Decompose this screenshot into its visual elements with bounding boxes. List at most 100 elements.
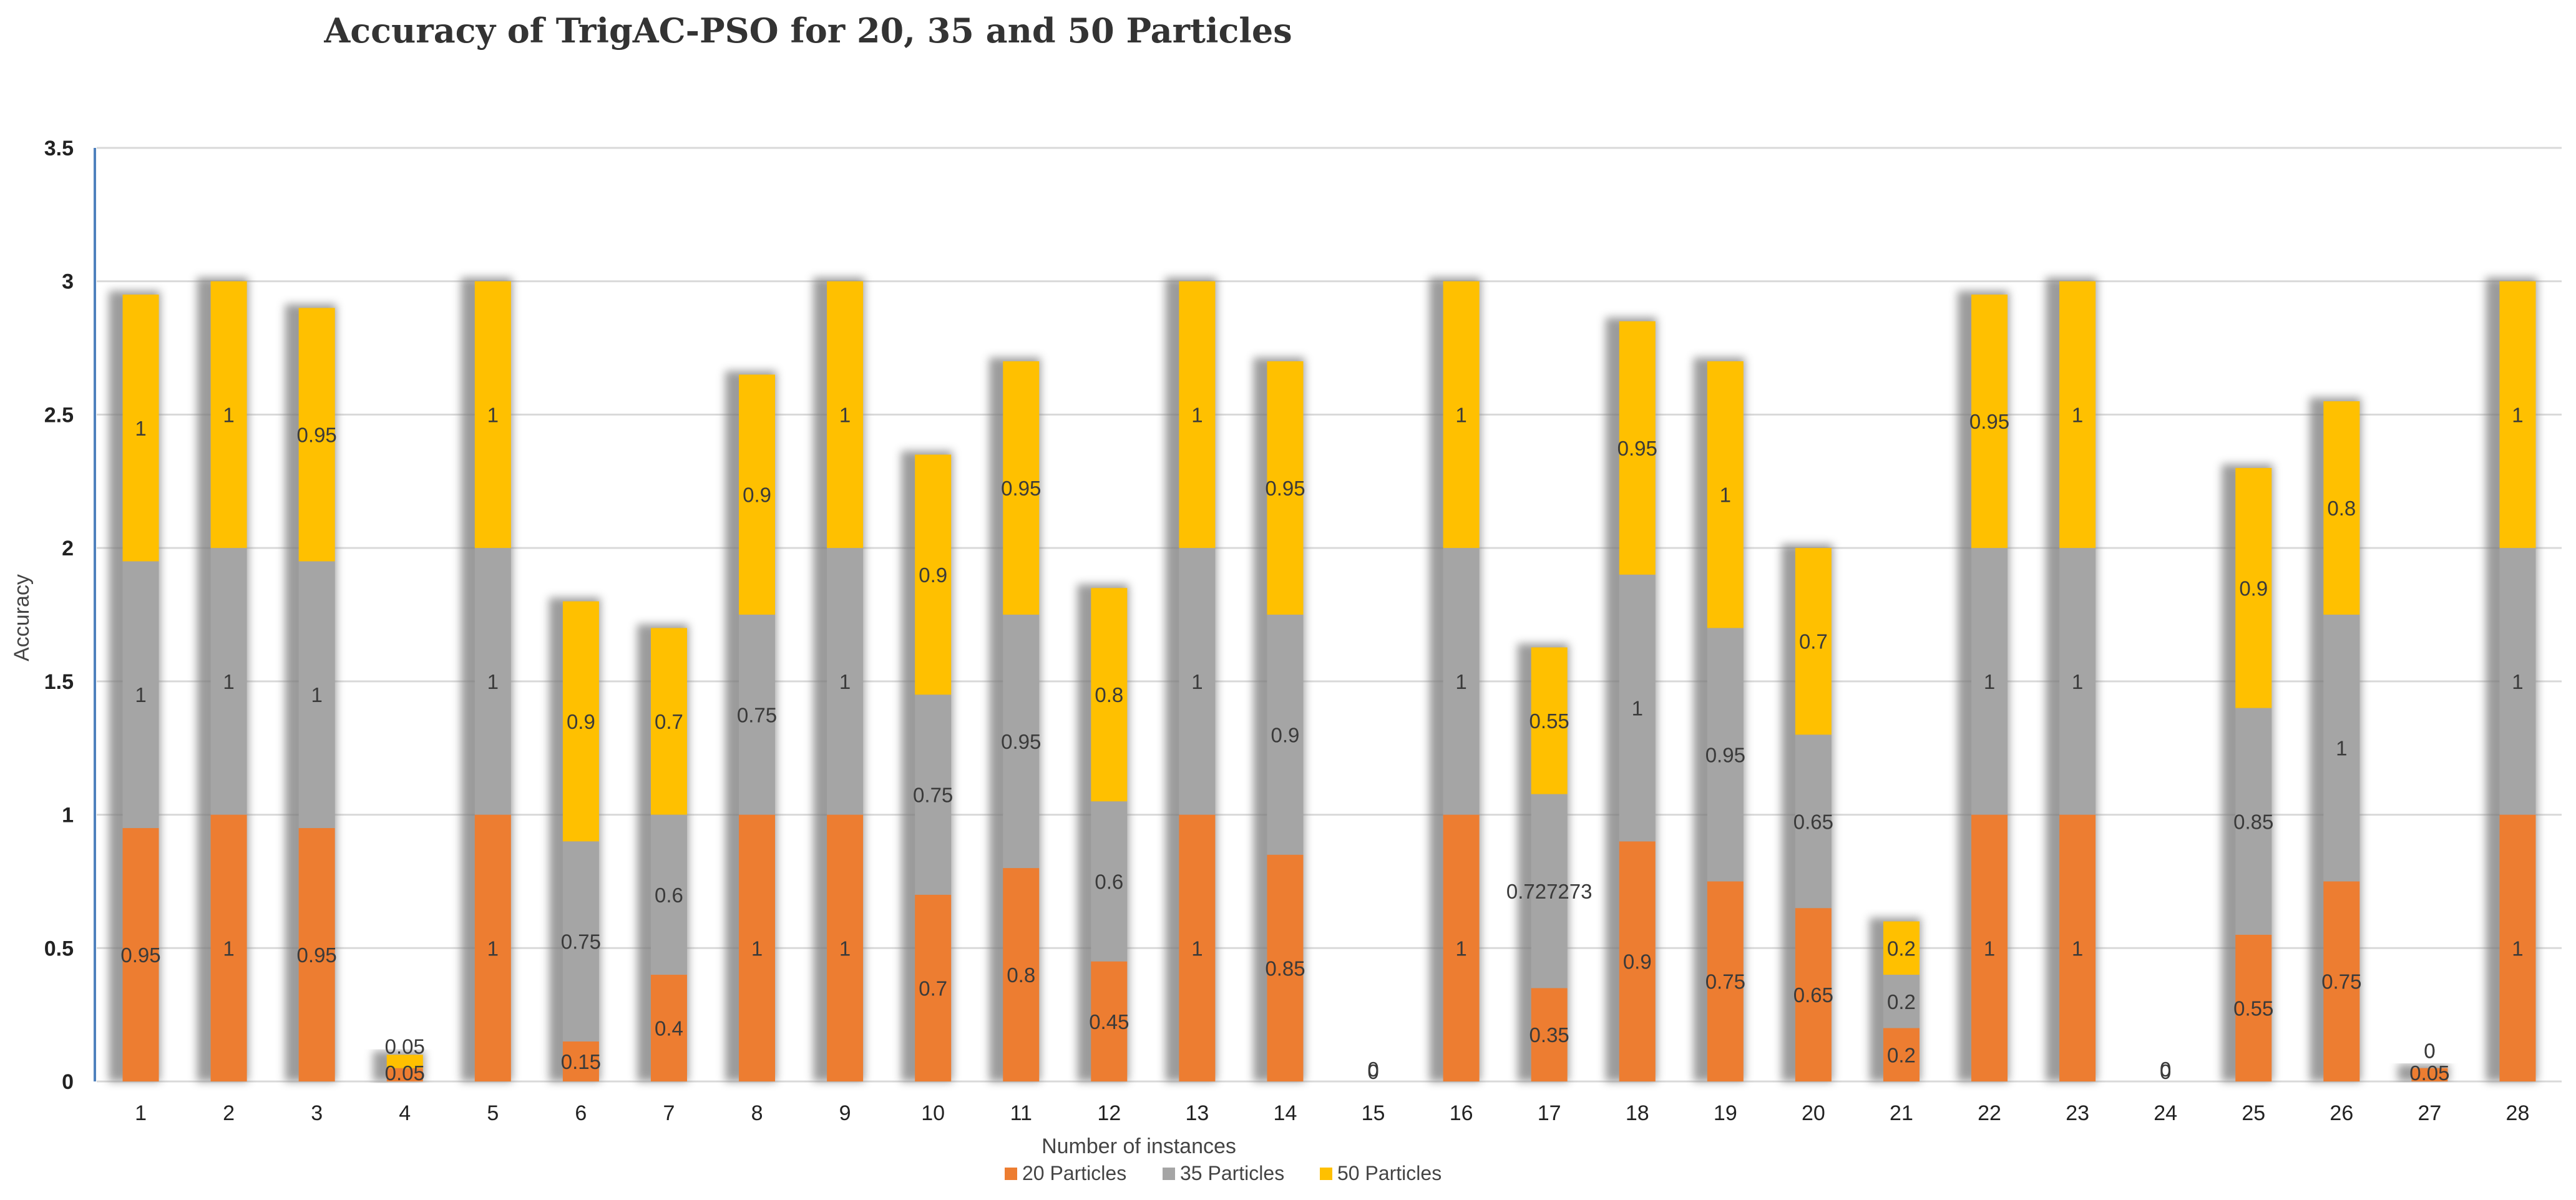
bar-segment <box>122 295 159 562</box>
bar-segment <box>1091 588 1128 802</box>
bar-segment <box>1707 881 1744 1081</box>
data-label: 0.75 <box>1705 970 1745 993</box>
x-tick-label: 9 <box>839 1101 851 1125</box>
data-label: 1 <box>1455 670 1466 693</box>
legend: 20 Particles 35 Particles 50 Particles <box>1005 1162 1442 1184</box>
data-label: 1 <box>1632 697 1643 720</box>
data-label: 1 <box>2072 670 2083 693</box>
data-label: 0.8 <box>2327 497 2356 520</box>
x-tick-label: 11 <box>1010 1101 1032 1125</box>
y-tick-label: 3.5 <box>44 137 74 160</box>
legend-label: 20 Particles <box>1022 1162 1126 1184</box>
bar-segment <box>650 814 687 975</box>
bar-segment <box>2059 281 2096 549</box>
y-tick-label: 1 <box>62 804 74 827</box>
bar-segment <box>1179 814 1216 1081</box>
data-label: 1 <box>223 403 234 426</box>
data-label: 0.6 <box>655 884 683 907</box>
data-label: 0.8 <box>1095 683 1123 706</box>
data-label: 0.95 <box>1969 410 2009 433</box>
bar-segment <box>739 374 776 615</box>
data-label: 0.95 <box>120 944 160 967</box>
y-tick-label: 2 <box>62 537 74 560</box>
data-label: 0 <box>2424 1040 2435 1063</box>
data-label: 0.15 <box>561 1050 601 1073</box>
y-tick-label: 0.5 <box>44 937 74 960</box>
y-tick-label: 0 <box>62 1070 74 1094</box>
legend-label: 50 Particles <box>1337 1162 1442 1184</box>
x-tick-label: 16 <box>1450 1101 1473 1125</box>
bar-segment <box>650 628 687 815</box>
bar-segment <box>1003 868 1040 1081</box>
chart-title: Accuracy of TrigAC-PSO for 20, 35 and 50… <box>323 11 1292 51</box>
y-axis-ticks: 0 0.5 1 1.5 2 2.5 3 3.5 <box>44 137 74 1094</box>
x-tick-label: 19 <box>1714 1101 1737 1125</box>
data-label: 0.05 <box>2409 1061 2449 1085</box>
data-label: 1 <box>135 683 146 706</box>
data-label: 1 <box>751 937 763 960</box>
bar-segment <box>1883 1028 1920 1081</box>
data-label: 1 <box>1984 937 1995 960</box>
data-label: 1 <box>223 937 234 960</box>
y-tick-label: 3 <box>62 270 74 294</box>
data-label: 0.2 <box>1887 1043 1916 1066</box>
data-label: 0.05 <box>385 1035 425 1058</box>
x-tick-label: 7 <box>663 1101 675 1125</box>
data-label: 0.45 <box>1089 1010 1129 1033</box>
data-label: 0 <box>2160 1058 2171 1081</box>
bar-segment <box>1971 295 2008 549</box>
data-label: 1 <box>487 670 499 693</box>
bar-segment <box>915 894 952 1081</box>
x-tick-label: 18 <box>1626 1101 1649 1125</box>
bar-segment <box>1707 628 1744 882</box>
bar-segment <box>1619 841 1656 1081</box>
data-label: 1 <box>839 937 851 960</box>
bar-segment <box>2235 708 2272 935</box>
bar-segment <box>1443 548 1480 815</box>
bar-segment <box>2499 281 2536 549</box>
bar-segment <box>739 615 776 815</box>
bar-segment <box>2499 814 2536 1081</box>
data-label: 0.727273 <box>1506 880 1593 903</box>
x-tick-label: 6 <box>575 1101 587 1125</box>
data-label: 0.95 <box>297 423 337 446</box>
bar-segment <box>2235 934 2272 1081</box>
data-label: 0.9 <box>2239 577 2268 600</box>
bar-segment <box>1883 975 1920 1028</box>
bar-segment <box>562 601 599 842</box>
data-label: 0.75 <box>561 930 601 954</box>
data-label: 1 <box>1455 937 1466 960</box>
bar-segment <box>2323 615 2360 882</box>
bar-segment <box>650 975 687 1081</box>
bars <box>122 281 2536 1081</box>
x-tick-label: 23 <box>2066 1101 2089 1125</box>
bar-segment <box>1531 794 1568 988</box>
bar-segment <box>827 548 864 815</box>
x-tick-label: 27 <box>2417 1101 2441 1125</box>
data-label: 1 <box>1191 403 1203 426</box>
bar-segment <box>1971 548 2008 815</box>
bar-segment <box>210 814 247 1081</box>
bar-segment <box>2059 548 2096 815</box>
bar-segment <box>1179 281 1216 549</box>
data-label: 0.55 <box>2233 997 2273 1020</box>
data-label: 0.85 <box>2233 810 2273 833</box>
bar-segment <box>474 281 511 549</box>
bar-segment <box>1091 801 1128 962</box>
legend-swatch <box>1163 1168 1175 1180</box>
bar-segment <box>1795 734 1832 909</box>
data-label: 1 <box>1191 937 1203 960</box>
data-label: 0.05 <box>385 1061 425 1085</box>
bar-segment <box>1795 908 1832 1081</box>
bar-segment <box>298 308 335 562</box>
data-label: 0.9 <box>1623 950 1652 973</box>
data-label: 1 <box>2336 737 2347 760</box>
bar-segment <box>2323 881 2360 1081</box>
bar-segment <box>1795 548 1832 735</box>
bar-segment <box>1003 361 1040 615</box>
data-label: 1 <box>135 417 146 440</box>
bar-segment <box>827 814 864 1081</box>
bar-segment <box>739 814 776 1081</box>
data-label: 0.9 <box>567 710 595 733</box>
bar-segment <box>915 454 952 695</box>
